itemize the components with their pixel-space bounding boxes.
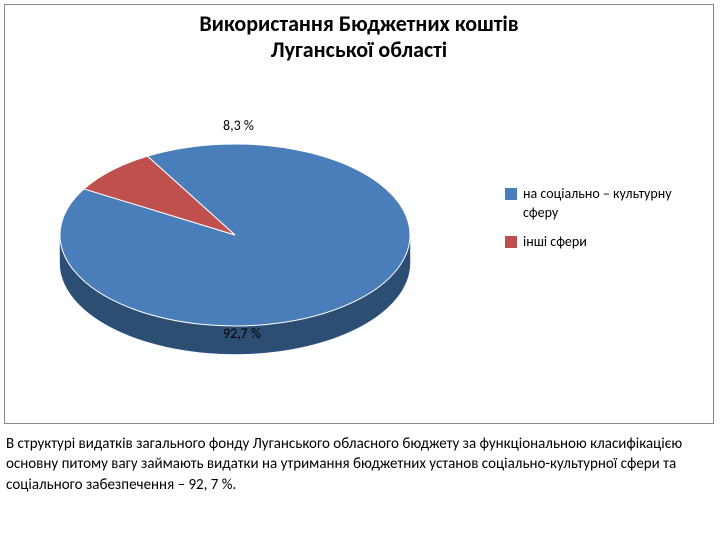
legend-label-1: інші сфери bbox=[523, 233, 587, 252]
legend-swatch-1 bbox=[505, 236, 517, 248]
chart-frame: Використання Бюджетних коштів Луганської… bbox=[4, 4, 714, 424]
slice-label-1: 8,3 % bbox=[223, 117, 254, 134]
caption-text: В структурі видатків загального фонду Лу… bbox=[4, 434, 716, 495]
slice-label-0: 92,7 % bbox=[223, 325, 261, 342]
legend-label-0: на соціально – культурну сферу bbox=[523, 185, 703, 223]
legend-item-1: інші сфери bbox=[505, 233, 703, 252]
chart-title: Використання Бюджетних коштів Луганської… bbox=[5, 11, 713, 64]
title-line-2: Луганської області bbox=[271, 36, 447, 63]
title-line-1: Використання Бюджетних коштів bbox=[199, 10, 518, 37]
legend-swatch-0 bbox=[505, 188, 517, 200]
pie-chart: 8,3 % 92,7 % bbox=[45, 95, 425, 395]
legend-item-0: на соціально – культурну сферу bbox=[505, 185, 703, 223]
legend: на соціально – культурну сферу інші сфер… bbox=[505, 185, 703, 262]
pie-svg bbox=[45, 95, 425, 395]
